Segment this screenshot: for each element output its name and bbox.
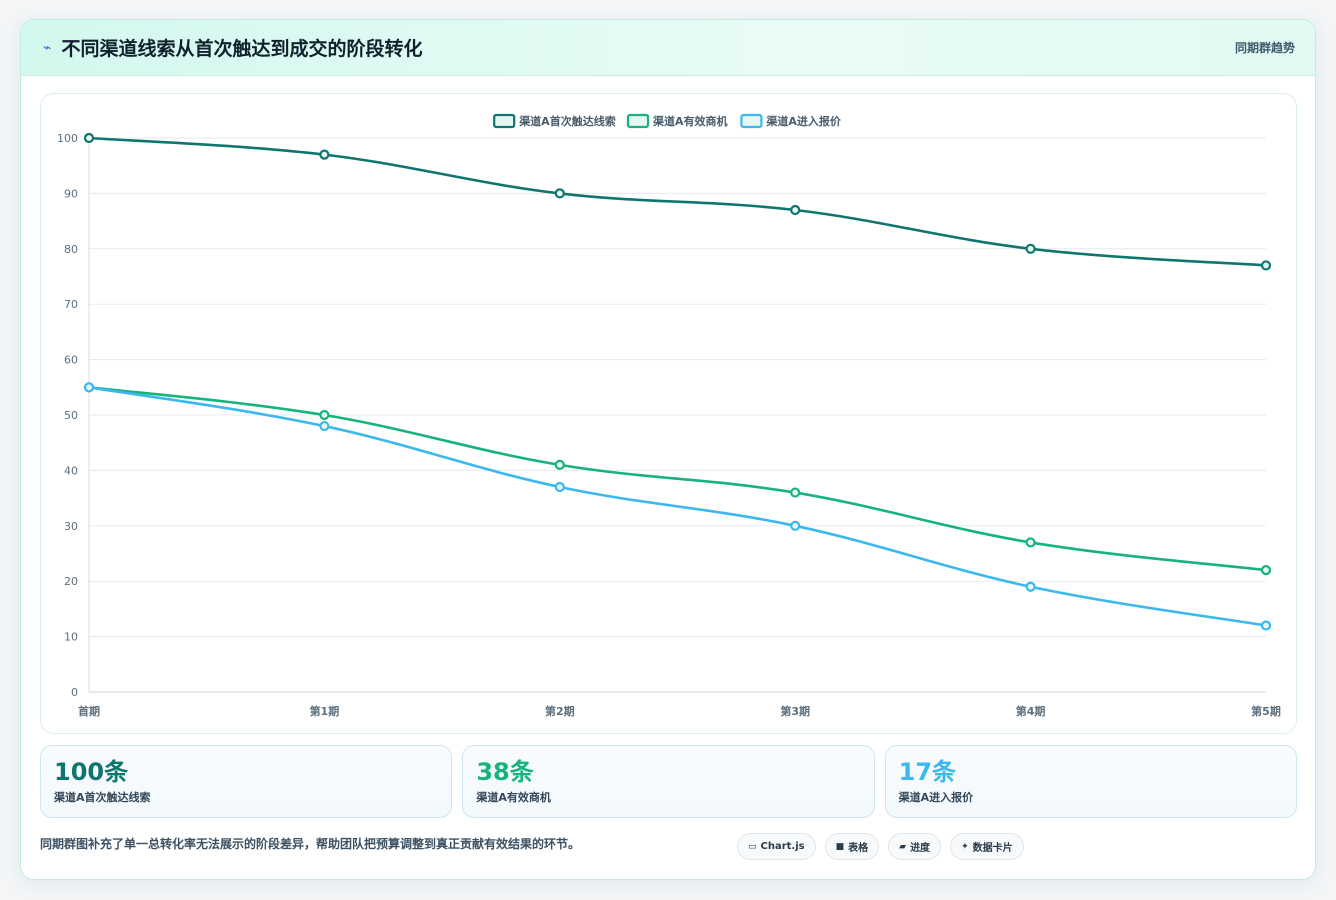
line-chart: 0 10 20 30 40 50 60 70 80 90 100 首期 第1期 第2期 第3期 第4期 第5期 渠… [57, 113, 1281, 718]
data-point [554, 481, 565, 493]
stat-cards: 100条 渠道A首次触达线索 38条 渠道A有效商机 17条 渠道A进入报价 [40, 745, 1297, 818]
pill-label: 进度 [910, 843, 931, 854]
y-tick-label: 90 [64, 187, 78, 200]
series-line [88, 386, 1267, 627]
data-point [1260, 260, 1272, 271]
x-tick-label: 第3期 [780, 704, 810, 718]
data-point [790, 204, 801, 216]
y-tick-label: 20 [64, 575, 78, 588]
data-point [554, 459, 565, 470]
title-wrap: ⌁ 不同渠道线索从首次触达到成交的阶段转化 [43, 34, 422, 61]
card-header: ⌁ 不同渠道线索从首次触达到成交的阶段转化 同期群趋势 [21, 20, 1315, 76]
stat-value: 100条 [54, 758, 129, 786]
legend-label: 渠道A有效商机 [653, 114, 728, 128]
lightning-icon: ⌁ [43, 39, 52, 56]
stat-label: 渠道A进入报价 [898, 791, 974, 804]
data-point [554, 188, 565, 199]
card-footer: 同期群图补充了单一总转化率无法展示的阶段差异，帮助团队把预算调整到真正贡献有效结… [40, 832, 1297, 862]
legend-label: 渠道A首次触达线索 [519, 114, 616, 128]
x-tick-label: 第2期 [545, 704, 575, 718]
stat-label: 渠道A有效商机 [476, 791, 551, 804]
data-point [319, 420, 330, 432]
pill-progress[interactable]: ▰ 进度 [888, 833, 942, 860]
stat-value: 38条 [476, 758, 534, 786]
data-point [790, 520, 801, 531]
legend-swatch [740, 113, 763, 129]
pill-label: 数据卡片 [972, 843, 1013, 854]
y-tick-label: 60 [64, 354, 78, 367]
table-icon: ■ [835, 841, 845, 852]
stat-card-quotes: 17条 渠道A进入报价 [884, 745, 1297, 818]
data-point [1025, 243, 1036, 254]
x-tick-label: 第1期 [310, 704, 340, 718]
legend-swatch [493, 113, 516, 129]
series-line [88, 136, 1267, 267]
y-tick-label: 0 [71, 686, 78, 699]
legend-swatch [626, 113, 650, 129]
x-tick-label: 首期 [78, 704, 100, 718]
data-point [1025, 581, 1036, 592]
y-tick-label: 40 [64, 464, 78, 477]
y-tick-label: 30 [64, 520, 78, 533]
chart-container: 0 10 20 30 40 50 60 70 80 90 100 首期 第1期 第2期 第3期 第4期 第5期 渠… [40, 93, 1297, 734]
tech-pills: ▭ Chart.js ■ 表格 ▰ 进度 ✦ 数据卡片 [737, 833, 1024, 860]
stat-value: 17条 [898, 758, 957, 786]
sparkle-icon: ✦ [961, 841, 969, 852]
data-point [319, 409, 330, 421]
progress-icon: ▰ [899, 841, 907, 852]
data-point [83, 382, 95, 393]
stat-card-leads: 100条 渠道A首次触达线索 [40, 745, 453, 818]
legend-label: 渠道A进入报价 [766, 114, 842, 128]
y-tick-label: 10 [64, 631, 78, 644]
page-title: 不同渠道线索从首次触达到成交的阶段转化 [61, 38, 423, 60]
pill-chartjs[interactable]: ▭ Chart.js [737, 833, 816, 860]
data-point [1260, 565, 1272, 576]
y-tick-label: 70 [64, 298, 78, 311]
data-point [1260, 620, 1272, 631]
x-tick-label: 第5期 [1251, 704, 1281, 718]
stat-label: 渠道A首次触达线索 [54, 791, 151, 804]
pill-label: Chart.js [760, 841, 805, 852]
x-tick-label: 第4期 [1016, 704, 1046, 718]
pill-label: 表格 [848, 843, 869, 854]
series-line [88, 386, 1267, 572]
report-card: ⌁ 不同渠道线索从首次触达到成交的阶段转化 同期群趋势 0 10 20 30 40 50 6… [20, 19, 1316, 880]
data-point [83, 132, 95, 144]
pill-table[interactable]: ■ 表格 [824, 833, 880, 860]
y-tick-label: 80 [64, 243, 78, 256]
header-tag: 同期群趋势 [1234, 41, 1295, 55]
data-point [319, 149, 330, 160]
footnote: 同期群图补充了单一总转化率无法展示的阶段差异，帮助团队把预算调整到真正贡献有效结… [40, 837, 581, 851]
data-point [790, 487, 801, 498]
data-point [1025, 537, 1036, 548]
y-tick-label: 50 [64, 409, 78, 422]
stat-card-opportunities: 38条 渠道A有效商机 [462, 745, 875, 818]
chart-icon: ▭ [748, 841, 757, 852]
pill-data-card[interactable]: ✦ 数据卡片 [950, 833, 1024, 860]
y-tick-label: 100 [57, 132, 78, 145]
